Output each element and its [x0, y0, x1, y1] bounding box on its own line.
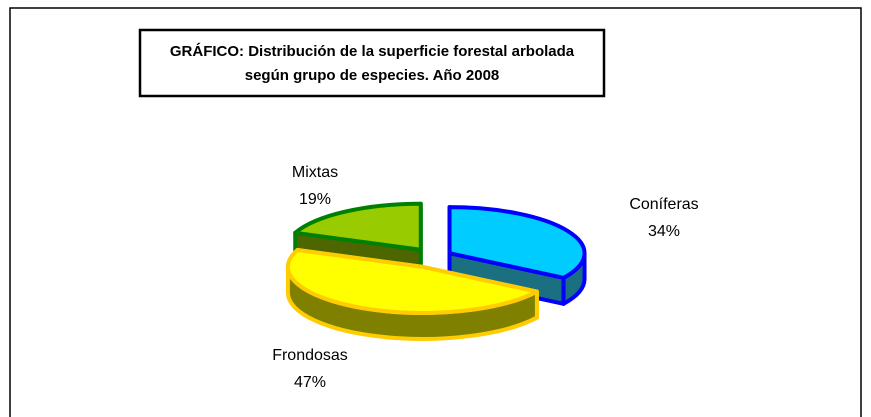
slice-label: Coníferas	[629, 196, 698, 213]
slice-value-label: 19%	[299, 191, 331, 208]
chart-title: GRÁFICO: Distribución de la superficie f…	[170, 43, 575, 60]
slice-label: Mixtas	[292, 164, 338, 181]
slice	[285, 247, 539, 315]
title-box	[138, 28, 606, 98]
slice	[447, 205, 587, 280]
slice-value-label: 47%	[294, 374, 326, 391]
slice-value-label: 34%	[648, 223, 680, 240]
chart-subtitle: según grupo de especies. Año 2008	[245, 67, 500, 84]
slice	[293, 201, 423, 252]
slice-label: Frondosas	[272, 347, 348, 364]
